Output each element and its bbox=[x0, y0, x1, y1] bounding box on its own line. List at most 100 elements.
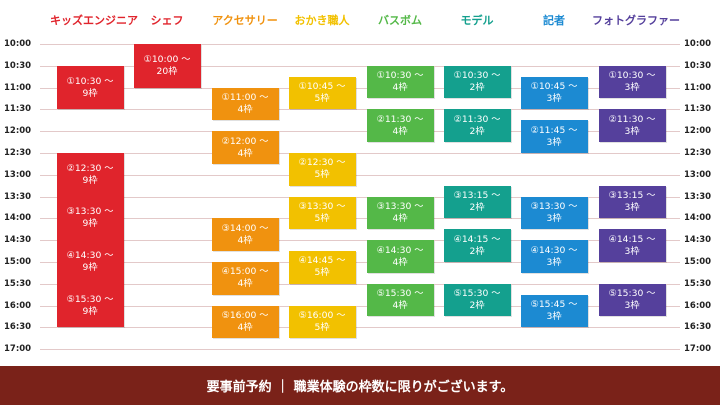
time-gridline bbox=[40, 283, 680, 285]
time-gridline bbox=[40, 153, 680, 154]
slot-start-time: ④14:30 ～ bbox=[530, 244, 578, 256]
session-slot[interactable]: ⑤15:30 ～ 2枠 bbox=[443, 283, 511, 317]
session-slot[interactable]: ③13:30 ～ 5枠 bbox=[288, 196, 356, 230]
time-label-left: 16:00 bbox=[4, 300, 32, 311]
time-label-left: 11:00 bbox=[4, 82, 32, 93]
slot-start-time: ③14:00 ～ bbox=[221, 222, 269, 234]
session-slot[interactable]: ②12:30 ～ 9枠 bbox=[56, 153, 124, 197]
session-slot[interactable]: ②12:00 ～ 4枠 bbox=[211, 131, 279, 164]
slot-capacity: 9枠 bbox=[82, 87, 98, 99]
session-slot[interactable]: ①10:45 ～ 5枠 bbox=[288, 76, 356, 110]
time-label-right: 12:00 bbox=[684, 126, 712, 137]
slot-capacity: 9枠 bbox=[82, 305, 98, 317]
time-label-left: 15:00 bbox=[4, 257, 32, 267]
slot-start-time: ③13:30 ～ bbox=[376, 200, 424, 212]
time-gridline bbox=[40, 240, 680, 242]
slot-capacity: 3枠 bbox=[546, 136, 562, 148]
time-label-right: 16:30 bbox=[684, 322, 712, 333]
slot-capacity: 5枠 bbox=[314, 93, 330, 105]
reservation-notice-text: 要事前予約 ｜ 職業体験の枠数に限りがございます。 bbox=[206, 380, 514, 395]
slot-start-time: ④14:45 ～ bbox=[298, 255, 346, 267]
session-slot[interactable]: ③14:00 ～ 4枠 bbox=[211, 218, 279, 252]
session-slot[interactable]: ③13:30 ～ 4枠 bbox=[366, 196, 434, 230]
slot-capacity: 2枠 bbox=[469, 125, 485, 137]
session-slot[interactable]: ⑤16:00 ～ 5枠 bbox=[288, 305, 356, 339]
time-label-left: 16:30 bbox=[4, 322, 32, 333]
session-slot[interactable]: ②11:30 ～ 2枠 bbox=[443, 109, 511, 143]
time-gridline bbox=[40, 196, 680, 198]
session-slot[interactable]: ④14:15 ～ 2枠 bbox=[443, 229, 511, 262]
slot-capacity: 4枠 bbox=[237, 103, 253, 115]
column-header: フォトグラファー bbox=[592, 14, 680, 27]
session-slot[interactable]: ⑤15:45 ～ 3枠 bbox=[520, 294, 588, 328]
slot-start-time: ⑤15:45 ～ bbox=[530, 299, 578, 311]
session-slot[interactable]: ③13:30 ～ 9枠 bbox=[56, 196, 124, 241]
session-slot[interactable]: ②11:30 ～ 3枠 bbox=[598, 109, 666, 143]
session-slot[interactable]: ④15:00 ～ 4枠 bbox=[211, 262, 279, 295]
time-gridline bbox=[40, 218, 680, 220]
time-label-right: 14:30 bbox=[684, 235, 712, 246]
session-slot[interactable]: ⑤15:30 ～ 3枠 bbox=[598, 283, 666, 317]
session-slot[interactable]: ①11:00 ～ 4枠 bbox=[211, 87, 279, 121]
time-label-left: 10:00 bbox=[4, 39, 32, 49]
slot-capacity: 9枠 bbox=[82, 261, 98, 273]
time-gridline bbox=[40, 262, 680, 263]
slot-capacity: 4枠 bbox=[237, 234, 253, 246]
slot-start-time: ③13:15 ～ bbox=[608, 190, 656, 202]
timetable-grid: 10:00 10:00 10:30 10:30 11:00 11:00 11:30 11:30… bbox=[4, 14, 712, 354]
slot-capacity: 5枠 bbox=[314, 267, 330, 279]
slot-capacity: 3枠 bbox=[546, 93, 562, 105]
time-gridline bbox=[40, 131, 680, 133]
slot-start-time: ①10:30 ～ bbox=[376, 70, 424, 82]
session-slot[interactable]: ④14:45 ～ 5枠 bbox=[288, 251, 356, 284]
slot-capacity: 4枠 bbox=[392, 300, 408, 312]
slot-start-time: ②11:30 ～ bbox=[376, 113, 424, 125]
column-header: おかき職人 bbox=[294, 14, 350, 27]
session-slot[interactable]: ⑤15:30 ～ 4枠 bbox=[366, 283, 434, 317]
slot-start-time: ⑤15:30 ～ bbox=[608, 288, 656, 300]
slot-capacity: 5枠 bbox=[314, 321, 330, 333]
slot-capacity: 2枠 bbox=[469, 300, 485, 312]
time-label-right: 11:30 bbox=[684, 104, 712, 115]
slot-capacity: 3枠 bbox=[546, 256, 562, 268]
session-slot[interactable]: ①10:45 ～ 3枠 bbox=[520, 76, 588, 110]
time-label-left: 15:30 bbox=[4, 278, 32, 289]
slot-start-time: ③13:30 ～ bbox=[66, 206, 114, 218]
column-header: キッズエンジニア bbox=[50, 14, 138, 27]
session-slot[interactable]: ④14:15 ～ 3枠 bbox=[598, 229, 666, 262]
session-slot[interactable]: ⑤15:30 ～ 9枠 bbox=[56, 283, 124, 328]
session-slot[interactable]: ④14:30 ～ 4枠 bbox=[366, 240, 434, 273]
session-slot[interactable]: ③13:15 ～ 3枠 bbox=[598, 185, 666, 219]
slot-start-time: ⑤15:30 ～ bbox=[66, 293, 114, 305]
time-label-right: 10:00 bbox=[684, 39, 712, 49]
time-label-left: 11:30 bbox=[4, 104, 32, 115]
slot-start-time: ④14:15 ～ bbox=[608, 233, 656, 245]
session-slot[interactable]: ②12:30 ～ 5枠 bbox=[288, 153, 356, 186]
session-slot[interactable]: ③13:30 ～ 3枠 bbox=[520, 196, 588, 230]
time-gridline bbox=[40, 65, 680, 67]
time-label-left: 12:00 bbox=[4, 126, 32, 137]
session-slot[interactable]: ②11:45 ～ 3枠 bbox=[520, 120, 588, 153]
session-slot[interactable]: ①10:30 ～ 2枠 bbox=[443, 65, 511, 99]
slot-capacity: 5枠 bbox=[314, 212, 330, 224]
slot-start-time: ④14:15 ～ bbox=[453, 233, 501, 245]
slot-start-time: ④14:30 ～ bbox=[376, 244, 424, 256]
session-slot[interactable]: ①10:30 ～ 4枠 bbox=[366, 65, 434, 99]
slot-capacity: 3枠 bbox=[546, 212, 562, 224]
time-gridline bbox=[40, 109, 680, 111]
session-slot[interactable]: ④14:30 ～ 3枠 bbox=[520, 240, 588, 273]
session-slot[interactable]: ①10:30 ～ 9枠 bbox=[56, 65, 124, 110]
time-label-left: 14:30 bbox=[4, 235, 32, 246]
session-slot[interactable]: ②11:30 ～ 4枠 bbox=[366, 109, 434, 143]
column-header: アクセサリー bbox=[212, 14, 278, 27]
session-slot[interactable]: ③13:15 ～ 2枠 bbox=[443, 185, 511, 219]
time-gridline bbox=[40, 305, 680, 307]
slot-capacity: 4枠 bbox=[237, 278, 253, 290]
slot-start-time: ⑤15:30 ～ bbox=[453, 288, 501, 300]
session-slot[interactable]: ⑤16:00 ～ 4枠 bbox=[211, 305, 279, 339]
session-slot[interactable]: ①10:30 ～ 3枠 bbox=[598, 65, 666, 99]
session-slot[interactable]: ④14:30 ～ 9枠 bbox=[56, 240, 124, 284]
slot-capacity: 2枠 bbox=[469, 202, 485, 214]
session-slot[interactable]: ①10:00 ～ 20枠 bbox=[133, 44, 201, 88]
column-header: シェフ bbox=[150, 14, 184, 27]
